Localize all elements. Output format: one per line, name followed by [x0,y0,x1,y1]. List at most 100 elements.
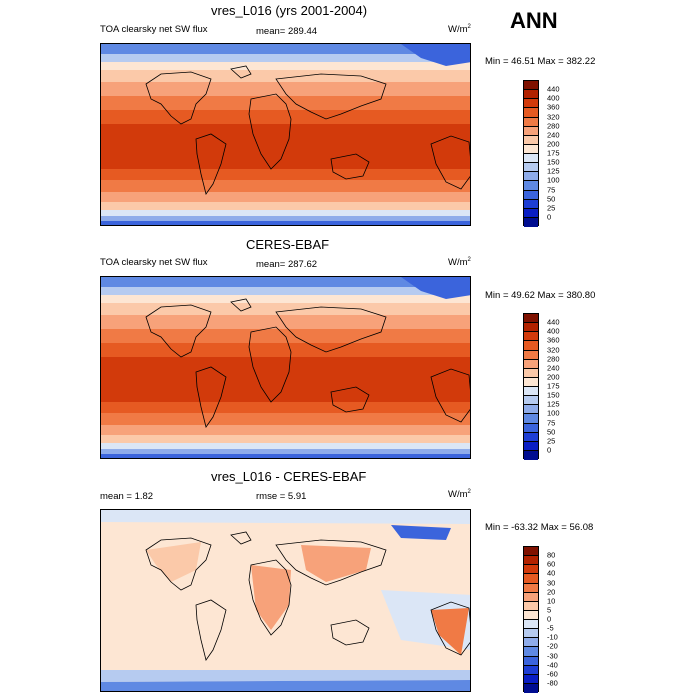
panel-1-mean: mean= 289.44 [256,26,318,37]
coastline [330,619,370,646]
panel-3-title: vres_L016 - CERES-EBAF [211,469,367,484]
field-band [101,413,470,425]
coastline [430,135,470,190]
colorbar-tick-label: 5 [547,605,552,615]
colorbar-tick-label: 320 [547,112,560,121]
colorbar-swatch [524,199,538,209]
colorbar-swatch [524,601,538,611]
colorbar-swatch [524,126,538,136]
colorbar-tick-label: 50 [547,427,556,437]
field-region [101,680,470,691]
field-band [101,357,470,402]
colorbar-tick-label: 125 [547,399,560,409]
field-band [101,435,470,443]
panel-3-field [101,510,470,691]
field-region [101,670,470,682]
field-region [431,608,469,655]
field-band [101,210,470,216]
colorbar-swatch [524,638,538,648]
field-band [101,124,470,169]
panel-3-left-label: mean = 1.82 [100,491,154,502]
coastline [275,73,387,120]
colorbar-tick-label: 0 [547,212,552,222]
colorbar-swatch [524,108,538,118]
colorbar-swatch [524,592,538,602]
colorbar-swatch [524,314,538,324]
colorbar-tick-label: 200 [547,139,560,149]
field-band [101,202,470,210]
field-region [251,565,291,630]
colorbar-swatch [524,432,538,442]
colorbar-swatch [524,574,538,584]
field-band [101,329,470,343]
panel-1-field [101,44,470,225]
colorbar-swatch [524,610,538,620]
field-band [101,54,470,62]
colorbar-swatch [524,154,538,164]
panel-2-minmax: Min = 49.62 Max = 380.80 [485,290,596,301]
field-band [101,303,470,315]
coastline [248,559,292,636]
coastline [275,539,387,586]
colorbar-swatch [524,647,538,657]
colorbar-swatch [524,341,538,351]
field-region [401,277,470,299]
colorbar-tick-label: 320 [547,345,560,354]
panel-3-minmax: Min = -63.32 Max = 56.08 [485,522,594,533]
colorbar-swatch [524,423,538,433]
field-region [391,525,451,540]
panel-2-colorbar [523,313,539,460]
season-label: ANN [510,8,558,33]
colorbar-swatch [524,359,538,369]
field-band [101,343,470,357]
colorbar-swatch [524,368,538,378]
coastline [230,531,252,545]
colorbar-swatch [524,377,538,387]
colorbar-tick-label: 25 [547,436,556,446]
colorbar-tick-label: -80 [547,678,558,688]
panel-2-title: CERES-EBAF [246,237,330,252]
colorbar-tick-label: 125 [547,166,560,176]
panel-2-mean: mean= 287.62 [256,259,318,270]
colorbar-tick-label: 50 [547,194,556,204]
field-region [146,542,201,582]
colorbar-tick-label: 150 [547,390,560,400]
colorbar-swatch [524,414,538,424]
coastline [330,386,370,413]
field-band [101,180,470,192]
colorbar-tick-label: 75 [547,418,556,427]
coastline [330,153,370,180]
field-band [101,96,470,110]
colorbar-tick-label: 440 [547,84,560,94]
panel-1-minmax: Min = 46.51 Max = 382.22 [485,56,596,67]
colorbar-swatch [524,405,538,415]
colorbar-swatch [524,556,538,566]
panel-2-map [100,276,471,459]
colorbar-tick-label: 100 [547,175,560,185]
field-region [401,44,470,66]
colorbar-swatch [524,387,538,397]
coastline [230,298,252,312]
panel-1-colorbar [523,80,539,227]
colorbar-swatch [524,350,538,360]
colorbar-swatch [524,144,538,154]
colorbar-swatch [524,629,538,639]
colorbar-tick-label: 30 [547,578,556,587]
panel-1-units: W/m2 [448,24,471,36]
coastline [195,366,227,428]
colorbar-tick-label: 0 [547,614,552,624]
field-band [101,277,470,287]
colorbar-swatch [524,90,538,100]
coastline [195,133,227,195]
colorbar-swatch [524,450,538,460]
coastline [248,326,292,403]
colorbar-tick-label: 80 [547,550,556,560]
panel-2-field [101,277,470,458]
panel-3-map [100,509,471,692]
colorbar-swatch [524,190,538,200]
field-band [101,70,470,82]
colorbar-tick-label: -10 [547,632,558,642]
field-band [101,82,470,96]
colorbar-tick-label: 200 [547,372,560,382]
field-band [101,44,470,54]
